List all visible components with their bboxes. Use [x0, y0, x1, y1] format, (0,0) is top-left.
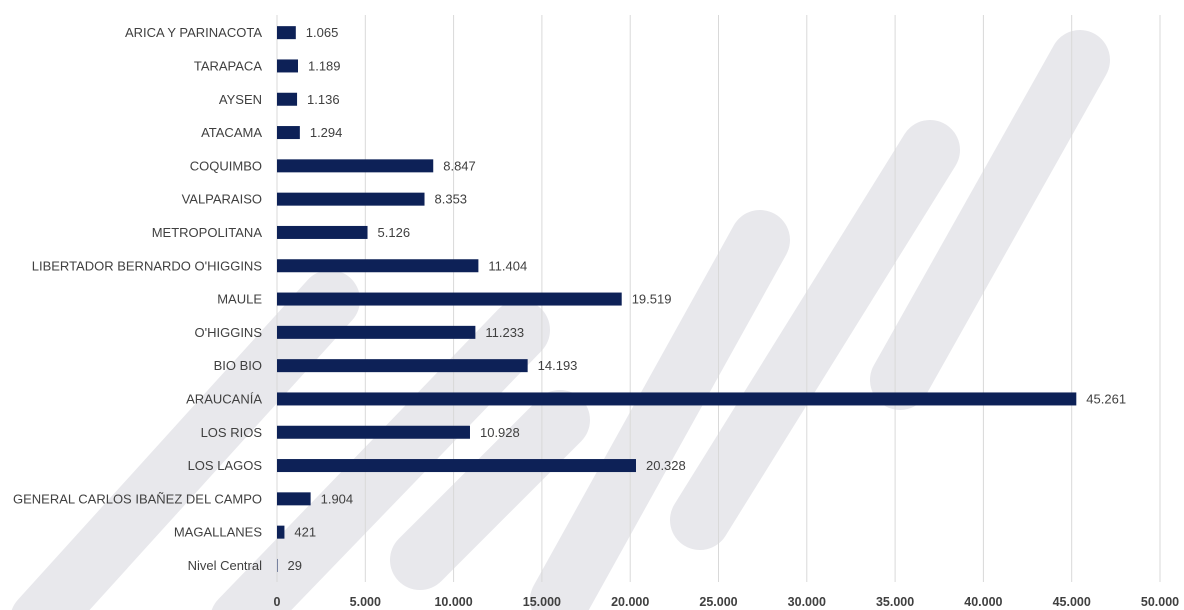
watermark-stroke: [870, 30, 1110, 410]
value-label: 10.928: [480, 425, 520, 440]
value-label: 14.193: [538, 358, 578, 373]
category-label: MAGALLANES: [174, 525, 262, 540]
category-label: COQUIMBO: [190, 158, 262, 173]
bar: [277, 259, 479, 273]
value-label: 20.328: [646, 458, 686, 473]
category-label: AYSEN: [219, 92, 262, 107]
bars: [277, 26, 1077, 572]
x-tick-label: 50.000: [1141, 595, 1179, 609]
value-label: 8.353: [435, 192, 468, 207]
category-label: TARAPACA: [194, 58, 262, 73]
value-label: 8.847: [443, 158, 476, 173]
value-label: 11.233: [485, 325, 524, 340]
bar: [277, 59, 298, 73]
value-label: 1.065: [306, 25, 339, 40]
category-label: BIO BIO: [214, 358, 262, 373]
value-label: 1.189: [308, 58, 341, 73]
bar: [277, 126, 300, 140]
bar: [277, 525, 285, 539]
category-label: METROPOLITANA: [152, 225, 263, 240]
value-label: 421: [294, 525, 316, 540]
value-label: 1.136: [307, 92, 340, 107]
x-tick-label: 15.000: [523, 595, 561, 609]
value-label: 1.294: [310, 125, 343, 140]
bar: [277, 192, 425, 206]
bar: [277, 26, 296, 40]
category-label: LOS LAGOS: [188, 458, 263, 473]
x-tick-label: 25.000: [699, 595, 737, 609]
category-label: Nivel Central: [188, 558, 263, 573]
bar: [277, 359, 528, 373]
watermark: [11, 30, 1110, 610]
category-label: O'HIGGINS: [195, 325, 263, 340]
x-tick-label: 0: [274, 595, 281, 609]
bar: [277, 225, 368, 239]
category-label: ARAUCANÍA: [186, 391, 262, 406]
category-label: GENERAL CARLOS IBAÑEZ DEL CAMPO: [13, 491, 262, 506]
bar: [277, 492, 311, 506]
bar: [277, 325, 476, 339]
category-label: LIBERTADOR BERNARDO O'HIGGINS: [32, 258, 263, 273]
value-label: 1.904: [321, 491, 354, 506]
category-labels: ARICA Y PARINACOTA TARAPACA AYSEN ATACAMA CO…: [13, 25, 262, 573]
value-label: 45.261: [1086, 391, 1126, 406]
x-tick-label: 10.000: [434, 595, 472, 609]
x-tick-label: 45.000: [1053, 595, 1091, 609]
category-label: VALPARAISO: [182, 192, 262, 207]
category-label: LOS RIOS: [201, 425, 263, 440]
category-label: ARICA Y PARINACOTA: [125, 25, 262, 40]
value-label: 11.404: [488, 258, 527, 273]
x-tick-label: 40.000: [964, 595, 1002, 609]
watermark-stroke: [11, 270, 360, 610]
value-label: 5.126: [378, 225, 411, 240]
bar: [277, 558, 278, 572]
bar: [277, 392, 1077, 406]
watermark-stroke: [211, 300, 550, 610]
watermark-stroke: [670, 120, 960, 550]
value-label: 19.519: [632, 292, 672, 307]
value-label: 29: [288, 558, 302, 573]
x-tick-label: 30.000: [788, 595, 826, 609]
bar: [277, 92, 298, 106]
watermark-stroke: [390, 390, 590, 590]
bar: [277, 292, 622, 306]
x-tick-label: 5.000: [350, 595, 381, 609]
bar: [277, 459, 636, 473]
watermark-stroke: [530, 210, 790, 610]
value-labels: 1.065 1.189 1.136 1.294 8.847 8.353 5.126 11.40…: [288, 25, 1127, 573]
bar: [277, 159, 434, 173]
category-label: MAULE: [217, 292, 262, 307]
x-tick-label: 20.000: [611, 595, 649, 609]
x-tick-label: 35.000: [876, 595, 914, 609]
category-label: ATACAMA: [201, 125, 262, 140]
x-axis-tick-labels: 0 5.000 10.000 15.000 20.000 25.000 30.000 35.0…: [274, 595, 1180, 609]
bar: [277, 425, 470, 439]
